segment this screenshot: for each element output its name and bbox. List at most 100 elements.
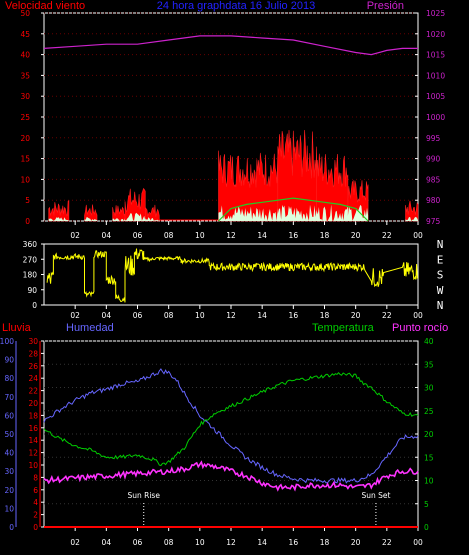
pressure-axis-1015: 1015 [426, 51, 445, 60]
pressure-axis-1010: 1010 [426, 71, 445, 80]
humidity-axis-70: 70 [4, 393, 14, 402]
temperature-label: Temperatura [312, 322, 375, 334]
wind-axis-5: 5 [25, 196, 30, 205]
compass-label-0: N [437, 299, 444, 312]
humidity-series [43, 368, 419, 484]
pressure-axis-1025: 1025 [426, 9, 445, 18]
wind-axis-45: 45 [20, 30, 30, 39]
temp-axis-35: 35 [424, 360, 434, 369]
rain-axis-4: 4 [33, 498, 38, 507]
wind-speed-label: Velocidad viento [5, 0, 85, 12]
humidity-axis-40: 40 [4, 449, 14, 458]
direction-x-label-16: 16 [289, 311, 299, 320]
rain-axis-18: 18 [28, 411, 38, 420]
humidity-axis-60: 60 [4, 411, 14, 420]
temp-axis-5: 5 [424, 500, 429, 509]
rain-axis-12: 12 [28, 449, 38, 458]
rain-axis-16: 16 [28, 424, 38, 433]
compass-label-4: N [437, 238, 444, 251]
wind-gust-series [48, 129, 419, 222]
wind-x-label-08: 08 [164, 231, 174, 240]
pressure-axis-980: 980 [426, 196, 441, 205]
rain-axis-6: 6 [33, 486, 38, 495]
humidity-x-label-04: 04 [102, 538, 112, 547]
humidity-x-label-08: 08 [164, 538, 174, 547]
direction-x-label-12: 12 [226, 311, 236, 320]
rain-axis-10: 10 [28, 461, 38, 470]
wind-axis-15: 15 [20, 155, 30, 164]
wind-speed-series [48, 204, 418, 221]
compass-label-1: W [437, 284, 444, 297]
temp-axis-10: 10 [424, 477, 434, 486]
rain-axis-20: 20 [28, 399, 38, 408]
pressure-axis-1005: 1005 [426, 92, 445, 101]
direction-axis-0: 0 [32, 301, 37, 310]
rain-axis-2: 2 [33, 511, 38, 520]
direction-x-label-08: 08 [164, 311, 174, 320]
rain-axis-26: 26 [28, 362, 38, 371]
rain-axis-24: 24 [28, 374, 38, 383]
temp-axis-15: 15 [424, 453, 434, 462]
humidity-x-label-00: 00 [413, 538, 423, 547]
direction-x-label-02: 02 [70, 311, 80, 320]
compass-label-2: S [437, 269, 444, 282]
humidity-x-label-06: 06 [133, 538, 143, 547]
humidity-label: Humedad [66, 322, 114, 334]
humidity-x-label-12: 12 [226, 538, 236, 547]
pressure-axis-985: 985 [426, 175, 441, 184]
humidity-axis-50: 50 [4, 430, 14, 439]
temp-axis-25: 25 [424, 407, 434, 416]
humidity-x-label-14: 14 [257, 538, 267, 547]
wind-x-label-04: 04 [102, 231, 112, 240]
compass-label-3: E [437, 253, 444, 266]
humidity-axis-100: 100 [0, 337, 14, 346]
direction-x-label-00: 00 [413, 311, 423, 320]
direction-axis-270: 270 [23, 255, 38, 264]
humidity-x-label-02: 02 [70, 538, 80, 547]
rain-axis-8: 8 [33, 473, 38, 482]
humidity-axis-10: 10 [4, 504, 14, 513]
wind-x-label-20: 20 [351, 231, 361, 240]
humidity-x-label-18: 18 [320, 538, 330, 547]
wind-x-label-12: 12 [226, 231, 236, 240]
pressure-axis-1020: 1020 [426, 30, 445, 39]
sun-annotation-1: Sun Set [361, 491, 390, 500]
direction-x-label-22: 22 [382, 311, 392, 320]
wind-axis-35: 35 [20, 71, 30, 80]
direction-x-label-14: 14 [257, 311, 267, 320]
wind-x-label-16: 16 [289, 231, 299, 240]
pressure-axis-995: 995 [426, 134, 441, 143]
wind-x-label-22: 22 [382, 231, 392, 240]
wind-axis-10: 10 [20, 175, 30, 184]
direction-x-label-10: 10 [195, 311, 205, 320]
humidity-axis-20: 20 [4, 486, 14, 495]
humidity-axis-90: 90 [4, 356, 14, 365]
wind-average-series [218, 197, 369, 222]
rain-axis-30: 30 [28, 337, 38, 346]
wind-axis-0: 0 [25, 217, 30, 226]
wind-axis-20: 20 [20, 134, 30, 143]
rain-axis-22: 22 [28, 387, 38, 396]
temp-axis-0: 0 [424, 523, 429, 532]
direction-axis-360: 360 [23, 240, 38, 249]
pressure-axis-975: 975 [426, 217, 441, 226]
dewpoint-label: Punto rocío [392, 322, 448, 334]
direction-x-label-04: 04 [102, 311, 112, 320]
wind-axis-25: 25 [20, 113, 30, 122]
rain-label: Lluvia [2, 322, 32, 334]
temp-axis-30: 30 [424, 384, 434, 393]
humidity-axis-0: 0 [9, 523, 14, 532]
direction-axis-90: 90 [27, 286, 37, 295]
wind-axis-50: 50 [20, 9, 30, 18]
direction-axis-180: 180 [23, 271, 38, 280]
temp-axis-40: 40 [424, 337, 434, 346]
wind-axis-30: 30 [20, 92, 30, 101]
direction-x-label-06: 06 [133, 311, 143, 320]
rain-axis-0: 0 [33, 523, 38, 532]
pressure-axis-1000: 1000 [426, 113, 445, 122]
humidity-x-label-16: 16 [289, 538, 299, 547]
wind-x-label-00: 00 [413, 231, 423, 240]
rain-axis-14: 14 [28, 436, 38, 445]
direction-x-label-18: 18 [320, 311, 330, 320]
direction-x-label-20: 20 [351, 311, 361, 320]
